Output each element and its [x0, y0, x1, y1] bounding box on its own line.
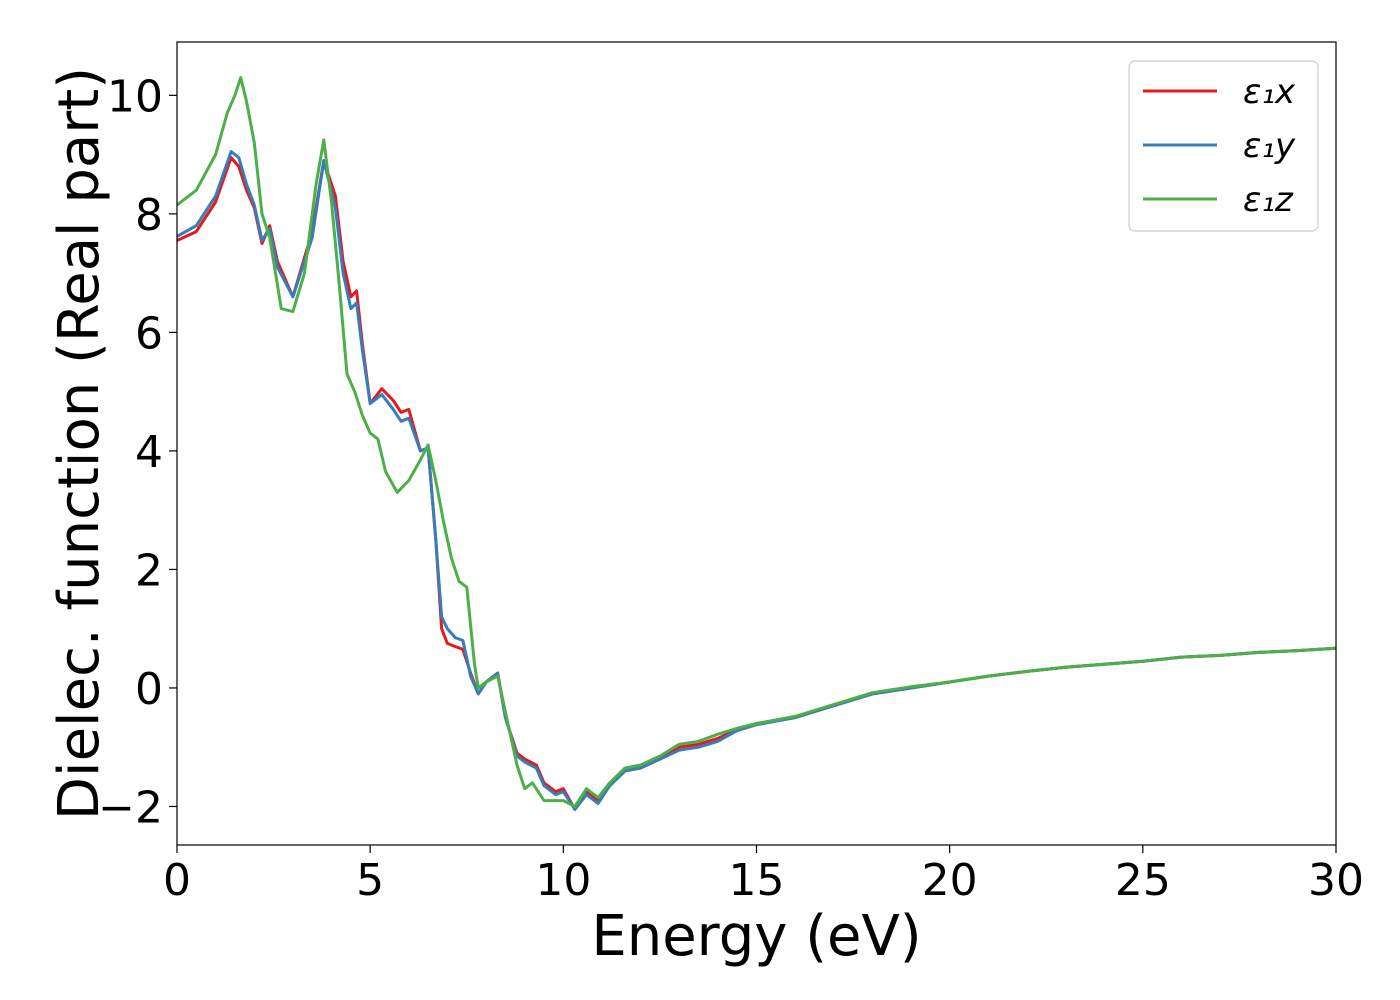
legend-label: ε₁x [1243, 72, 1296, 112]
x-tick-label: 0 [163, 855, 191, 906]
y-axis-title: Dielec. function (Real part) [47, 67, 112, 820]
y-tick-label: 0 [135, 664, 163, 715]
y-tick-label: 6 [135, 308, 163, 359]
y-axis-ticks: −2 0 2 4 6 8 10 [98, 71, 177, 833]
y-tick-label: 2 [135, 545, 163, 596]
legend-box [1128, 60, 1319, 232]
x-tick-label: 10 [535, 855, 591, 906]
x-tick-label: 15 [729, 855, 785, 906]
y-tick-label: −2 [98, 782, 163, 833]
y-tick-label: 8 [135, 190, 163, 241]
legend: ε₁x ε₁y ε₁z [1128, 60, 1319, 232]
x-tick-label: 20 [922, 855, 978, 906]
series-layer [177, 76, 1336, 811]
x-axis-ticks: 0 5 10 15 20 25 30 [163, 845, 1364, 906]
y-tick-label: 10 [107, 71, 163, 122]
y-tick-label: 4 [135, 427, 163, 478]
legend-label: ε₁z [1243, 180, 1294, 220]
series-line-2 [177, 76, 1336, 808]
x-tick-label: 30 [1308, 855, 1364, 906]
x-axis-title: Energy (eV) [591, 904, 921, 969]
x-tick-label: 25 [1115, 855, 1171, 906]
legend-label: ε₁y [1243, 126, 1296, 166]
x-tick-label: 5 [356, 855, 384, 906]
